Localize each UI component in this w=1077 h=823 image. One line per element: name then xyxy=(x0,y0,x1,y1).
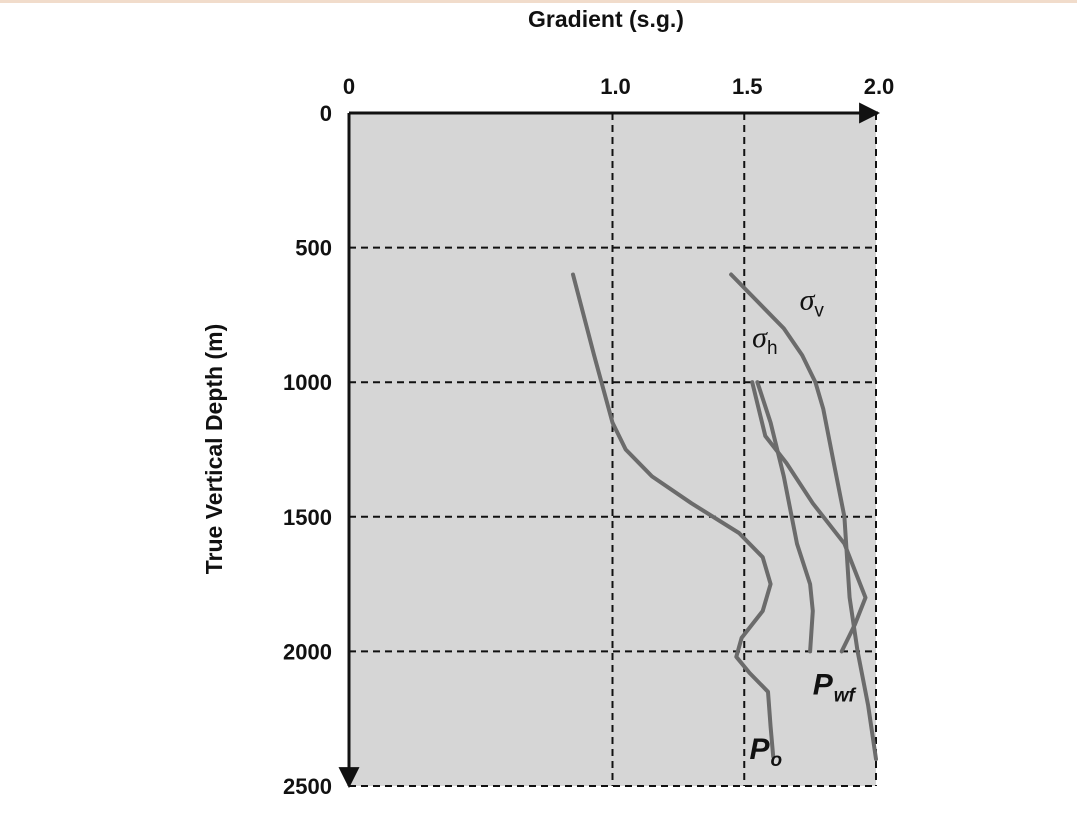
axes xyxy=(338,102,881,789)
y-tick-label: 500 xyxy=(295,236,332,261)
y-axis-title: True Vertical Depth (m) xyxy=(201,324,227,575)
grid-lines xyxy=(349,113,877,787)
y-tick-label: 0 xyxy=(320,101,332,126)
x-tick-labels: 0 1.0 1.5 2.0 xyxy=(343,74,894,99)
y-tick-label: 1000 xyxy=(283,370,332,395)
series-line-sigma-v xyxy=(729,272,878,762)
series-line-p-wf xyxy=(755,380,815,654)
x-tick-label: 1.0 xyxy=(600,74,631,99)
curves xyxy=(571,272,878,762)
label-p-wf: Pwf xyxy=(813,668,857,706)
top-rule xyxy=(0,0,1077,3)
y-tick-label: 2000 xyxy=(283,639,332,664)
y-tick-label: 2500 xyxy=(283,774,332,799)
label-sigma-h: σh xyxy=(752,321,777,359)
series-line-p-o xyxy=(571,272,776,759)
x-tick-label: 2.0 xyxy=(864,74,895,99)
label-p-o: Po xyxy=(750,733,783,771)
y-tick-label: 1500 xyxy=(283,505,332,530)
x-axis-title: Gradient (s.g.) xyxy=(528,6,684,32)
y-tick-labels: 0 500 1000 1500 2000 2500 xyxy=(283,101,332,799)
x-tick-label: 0 xyxy=(343,74,355,99)
x-tick-label: 1.5 xyxy=(732,74,763,99)
label-sigma-v: σv xyxy=(800,284,825,322)
